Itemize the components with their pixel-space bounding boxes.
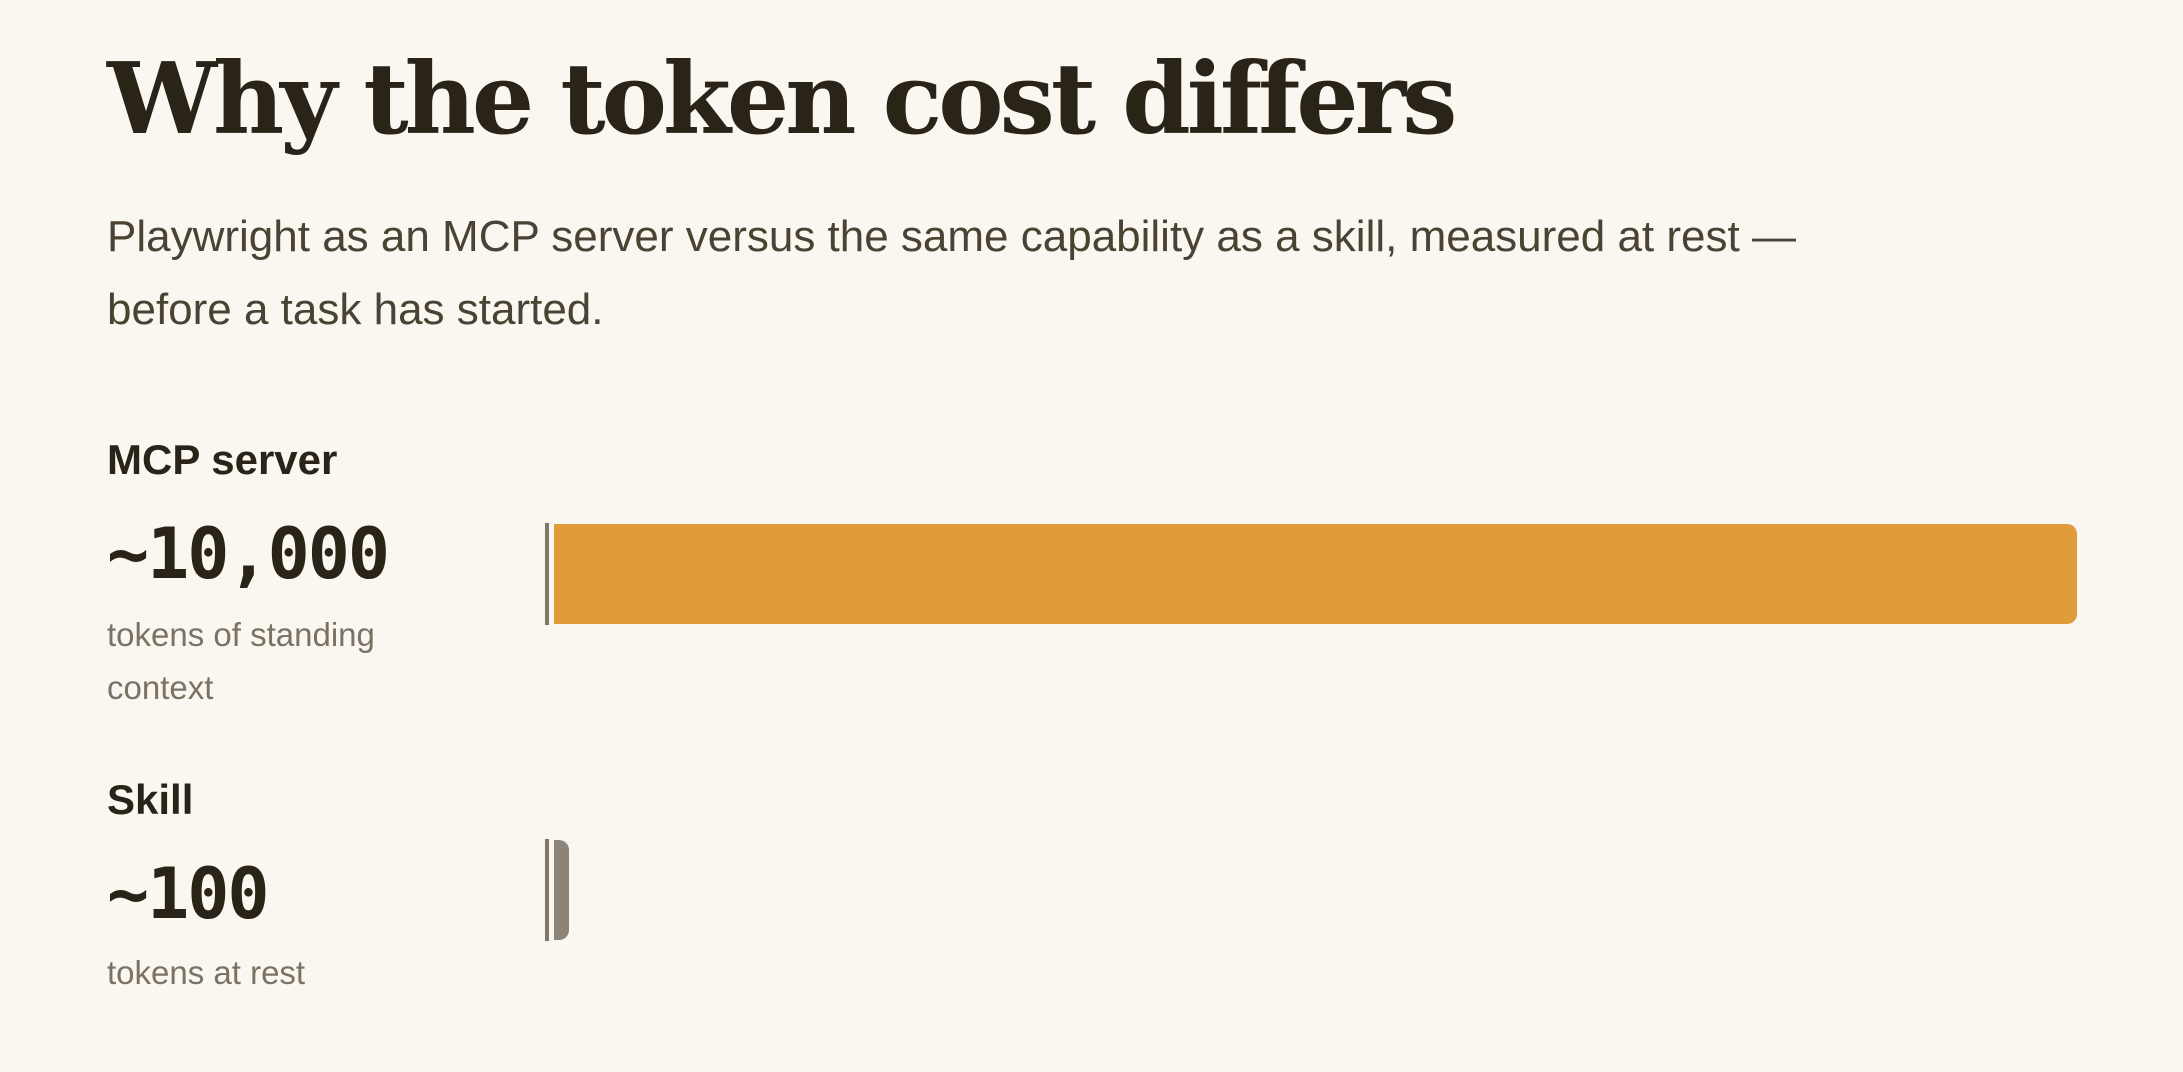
value-label-mcp-server: ~10,000: [107, 513, 390, 595]
chart-row-skill: Skill ~100 tokens at rest: [107, 770, 2077, 1010]
page: Why the token cost differs Playwright as…: [107, 0, 2077, 1072]
category-label-skill: Skill: [107, 776, 194, 823]
bar-baseline-mcp-server: [545, 523, 549, 625]
caption-mcp-server: tokens of standing context: [107, 616, 375, 706]
page-title: Why the token cost differs: [107, 42, 1457, 157]
caption-skill: tokens at rest: [107, 954, 306, 991]
bar-skill: [554, 840, 569, 940]
bar-mcp-server: [554, 524, 2077, 624]
page-subtitle: Playwright as an MCP server versus the s…: [107, 212, 1796, 334]
chart-row-mcp-server: MCP server ~10,000 tokens of standing co…: [107, 430, 2077, 720]
bar-baseline-skill: [545, 839, 549, 941]
category-label-mcp-server: MCP server: [107, 436, 338, 483]
value-label-skill: ~100: [107, 853, 270, 935]
